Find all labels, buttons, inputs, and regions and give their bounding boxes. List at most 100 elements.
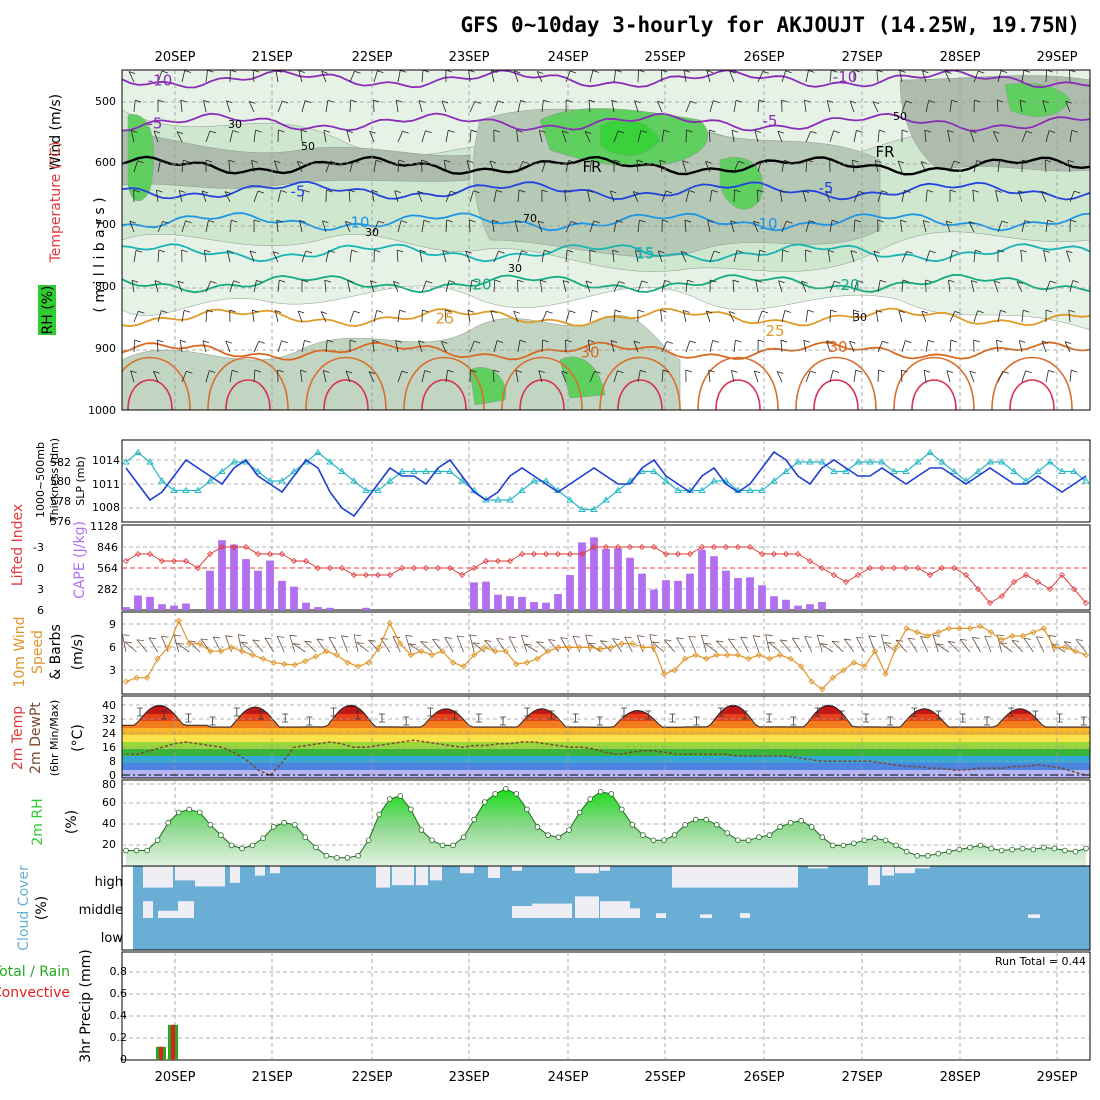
wind-barb xyxy=(881,634,886,653)
rh-point xyxy=(123,847,129,854)
wind-barb xyxy=(445,220,448,233)
rh-point xyxy=(777,824,783,830)
lifted-index-point xyxy=(854,571,862,579)
rh-point xyxy=(154,837,161,844)
wind-barb xyxy=(731,370,738,373)
cape-bar xyxy=(218,540,226,610)
cape-bar xyxy=(782,599,790,610)
slp-ticks: 1014 1011 1008 xyxy=(92,454,120,514)
wind-barb xyxy=(148,637,158,653)
thickness-point xyxy=(914,458,922,465)
wind-barb xyxy=(875,309,883,313)
wind-barb xyxy=(706,310,713,314)
cloud-middle-block xyxy=(143,901,153,918)
wind-barb xyxy=(752,635,761,638)
wind-barb xyxy=(968,221,976,224)
temp-tick: 32 xyxy=(102,713,116,726)
contour-label: 30 xyxy=(580,343,599,361)
wind-barb xyxy=(252,309,259,313)
wind-barb xyxy=(969,370,976,374)
wind-barb xyxy=(948,280,951,293)
temperature-contour xyxy=(403,356,485,410)
wind-speed-point xyxy=(671,667,678,674)
wind-barb xyxy=(537,220,545,224)
wind-barb xyxy=(1065,100,1072,104)
wind-barb xyxy=(611,99,618,103)
wind-barb xyxy=(1048,369,1055,373)
rh-contour-label: 50 xyxy=(301,140,315,153)
wind-barb xyxy=(682,160,687,173)
wind-barb xyxy=(657,250,663,263)
wind-barb xyxy=(203,99,210,103)
wind-barb xyxy=(777,371,784,374)
rh-point xyxy=(924,852,931,859)
wind-barb xyxy=(572,635,581,638)
thickness-point xyxy=(362,486,370,493)
wind-barb xyxy=(493,129,500,133)
wind-barb xyxy=(188,640,196,643)
wind-barb xyxy=(707,220,711,233)
cloud-high-block xyxy=(910,866,930,869)
rh-point xyxy=(893,842,899,849)
lifted-index-point xyxy=(602,543,610,551)
rh-point xyxy=(144,847,150,854)
rh-point xyxy=(386,796,393,802)
wind-speed-point xyxy=(302,657,309,665)
wind-barb xyxy=(932,635,939,653)
wind-barb xyxy=(806,159,813,163)
wind-barb xyxy=(446,219,453,223)
thickness-point xyxy=(350,477,358,484)
wind-speed-point xyxy=(344,659,351,666)
wind-barb xyxy=(936,643,944,646)
wind-barb xyxy=(853,280,858,293)
wind-barb xyxy=(176,131,184,134)
wind-barb xyxy=(1043,250,1047,263)
thickness-point xyxy=(1034,467,1042,474)
wind-barb xyxy=(640,369,647,373)
wind-barb xyxy=(922,70,927,83)
cloud-middle-block xyxy=(630,908,640,918)
wind-barb xyxy=(493,190,497,203)
wind-barb xyxy=(875,160,882,163)
rh-point xyxy=(766,832,773,838)
temperature-contour xyxy=(893,356,975,410)
wind-barb xyxy=(180,99,187,103)
rh-point xyxy=(429,837,435,844)
wind-barb xyxy=(949,311,956,323)
total-rain-label: Total / Rain xyxy=(0,964,70,980)
wind-barb xyxy=(322,220,327,233)
wind-barb xyxy=(513,310,520,314)
wind-barb xyxy=(489,160,495,173)
lifted-index-point xyxy=(770,550,778,558)
cape-bar xyxy=(470,582,478,610)
wind-barb xyxy=(185,220,192,224)
cape-axis-label: CAPE (J/kg) xyxy=(72,521,88,599)
wind-barb xyxy=(176,642,190,653)
wind-barb xyxy=(274,160,281,164)
wind-barb xyxy=(181,220,186,233)
wind-barb xyxy=(229,370,233,383)
wind-barb xyxy=(617,370,624,374)
wind-barb xyxy=(688,190,696,193)
cloud-high-block xyxy=(512,866,522,871)
wind-barb xyxy=(728,638,736,641)
temp-minmax-marker xyxy=(548,710,555,720)
wind-barb xyxy=(156,340,159,353)
wind-barb xyxy=(856,129,863,133)
cloud-high-block xyxy=(868,866,880,886)
temp-grid xyxy=(122,696,1090,778)
wind-barb xyxy=(1065,101,1071,113)
wind-barb xyxy=(585,280,593,284)
wind-barb xyxy=(996,340,999,353)
wind-speed-point xyxy=(755,651,763,659)
wind-barb xyxy=(757,160,762,173)
wind-barb xyxy=(517,340,521,353)
wind-barb xyxy=(949,100,952,113)
wind-barb xyxy=(448,280,456,283)
thickness-point xyxy=(758,486,766,493)
wind-barb xyxy=(272,251,280,254)
cape-bar xyxy=(302,602,310,610)
wind-barb xyxy=(456,635,464,653)
wind-barb xyxy=(1071,129,1079,133)
temperature-contour xyxy=(991,356,1073,410)
